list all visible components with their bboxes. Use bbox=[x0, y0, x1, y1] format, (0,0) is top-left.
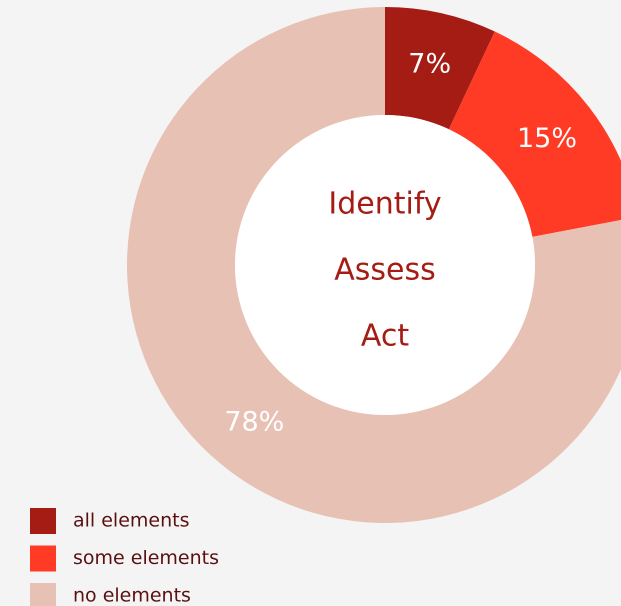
legend-label: no elements bbox=[73, 585, 191, 606]
legend-label: all elements bbox=[73, 510, 190, 532]
center-text: Act bbox=[361, 319, 409, 354]
slice bbox=[448, 31, 621, 237]
legend-label: some elements bbox=[73, 547, 219, 569]
donut-hole bbox=[235, 115, 535, 415]
value-label: 78% bbox=[224, 406, 284, 437]
legend-swatch bbox=[30, 508, 56, 534]
value-label: 7% bbox=[408, 48, 451, 79]
center-text: Assess bbox=[334, 253, 436, 288]
legend-swatch bbox=[30, 583, 56, 606]
legend-swatch bbox=[30, 545, 56, 572]
slice bbox=[385, 7, 495, 130]
slice bbox=[127, 7, 621, 523]
center-text: Identify bbox=[328, 187, 441, 222]
value-label: 15% bbox=[517, 123, 577, 154]
